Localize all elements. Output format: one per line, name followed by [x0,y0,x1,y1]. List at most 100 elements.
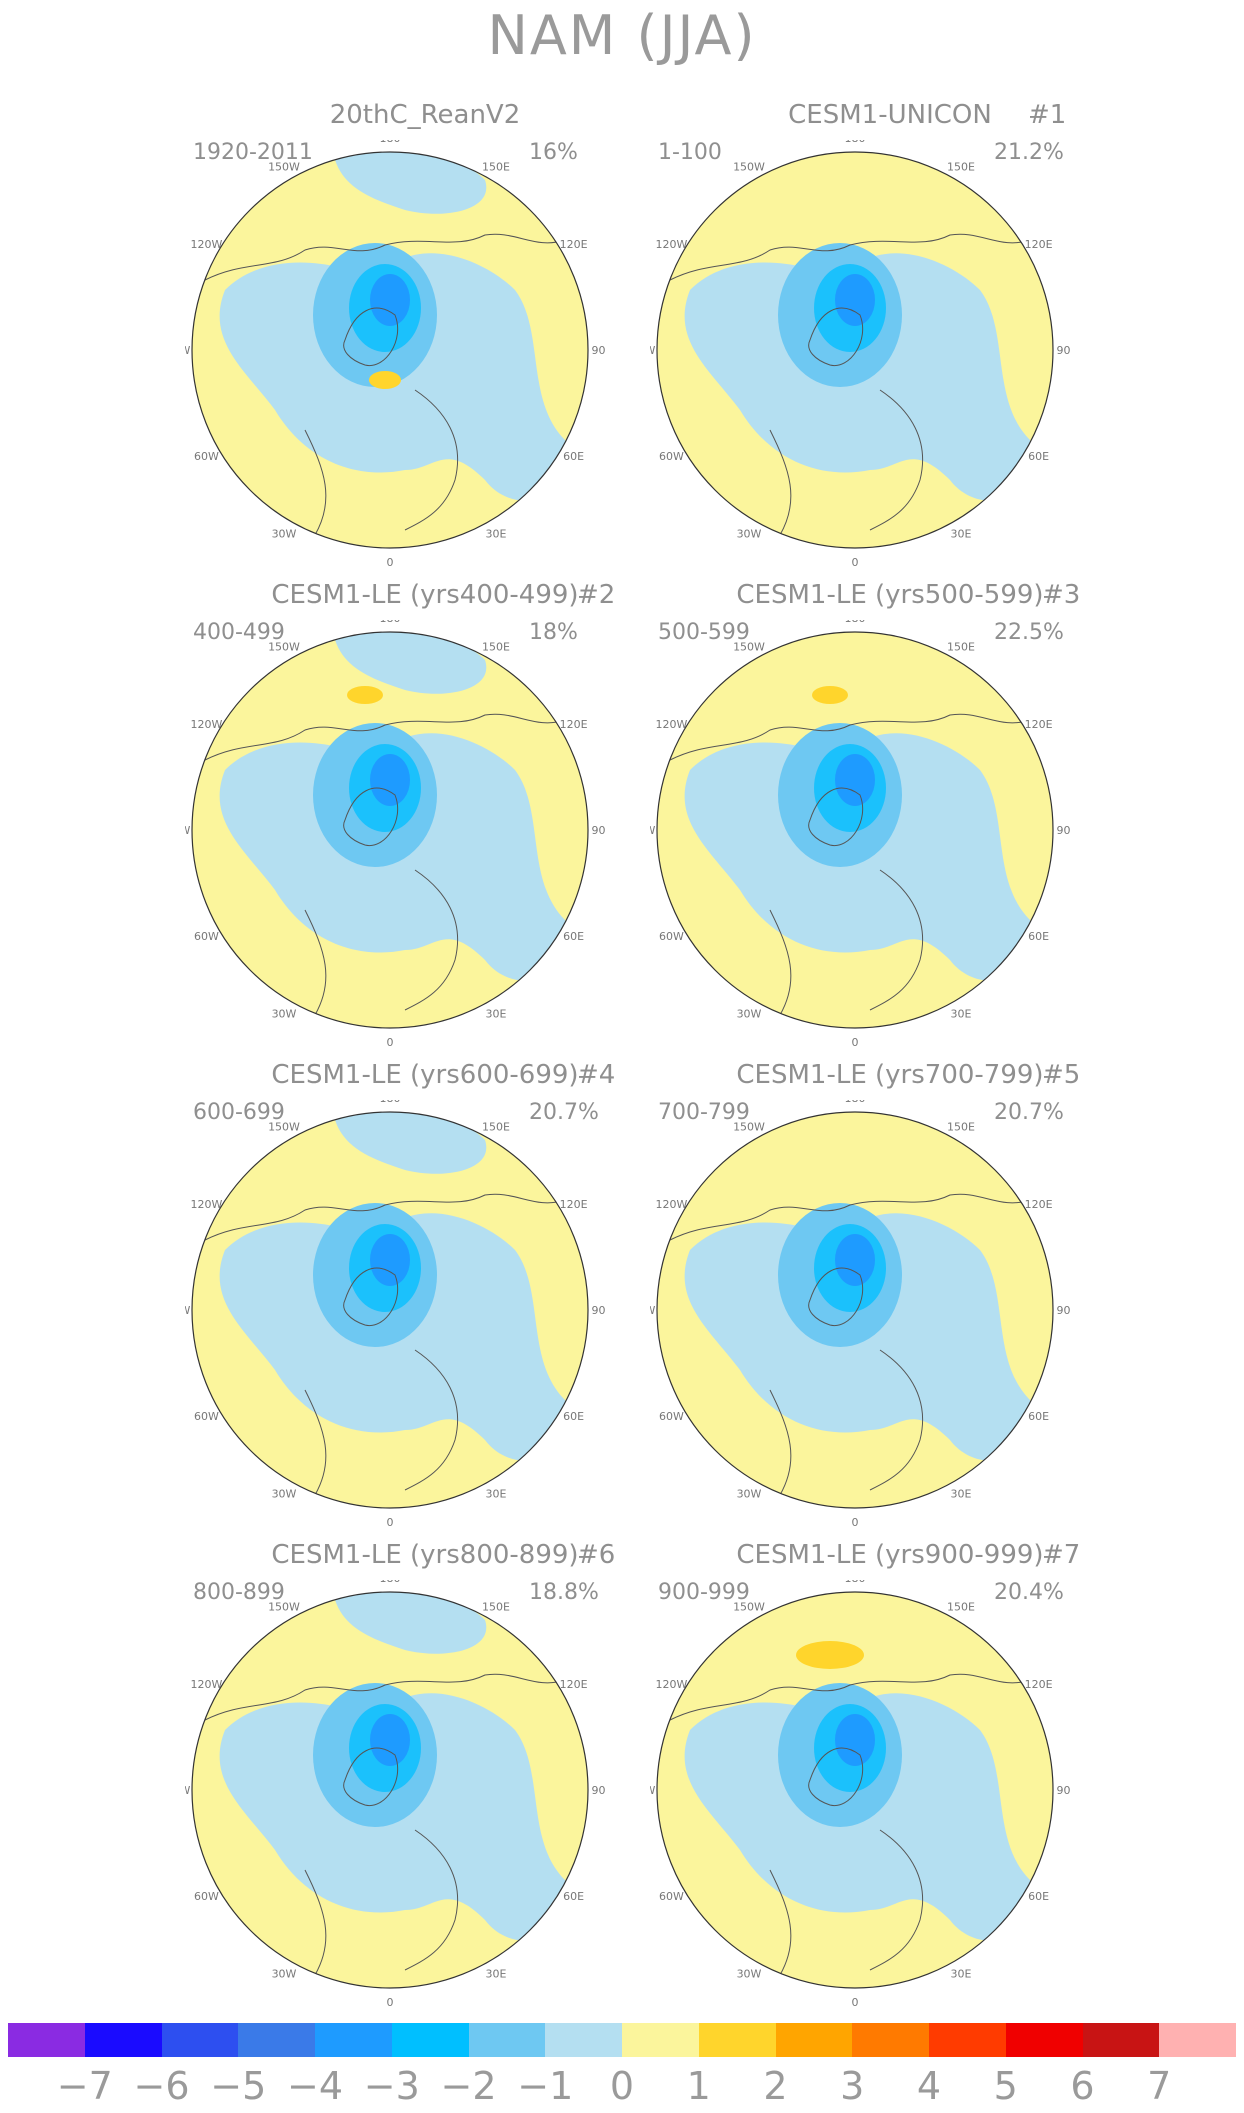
longitude-label: 150E [482,640,510,653]
longitude-label: 150W [733,1600,765,1613]
colorbar-swatch [468,2023,546,2057]
panel-number: #5 [1042,1060,1081,1090]
coastline [204,713,566,1016]
map-boundary [191,631,589,1029]
longitude-label: 60E [1028,1410,1049,1423]
longitude-label: 150E [482,160,510,173]
colorbar-label: −7 [56,2064,113,2108]
longitude-label: 180 [380,620,401,625]
contour-minus-4 [370,274,410,326]
panel-percent: 16% [529,140,578,165]
pacific-anomaly-lobe [335,632,487,694]
longitude-label: 120E [560,1678,588,1691]
panel-5: CESM1-LE (yrs600-699)#4 600-699 20.7% 180 15… [185,1060,745,1540]
colorbar-label: 4 [916,2064,942,2108]
pacific-anomaly-lobe [335,152,487,214]
longitude-label: 60W [194,1410,219,1423]
figure-title: NAM (JJA) [487,4,757,67]
longitude-label: 30E [486,1968,507,1981]
positive-anomaly-patch [812,686,848,704]
longitude-label: 30E [486,1008,507,1021]
map-boundary [191,1111,589,1509]
longitude-label: 150W [733,640,765,653]
positive-anomaly-patch [369,371,401,389]
polar-map: 180 150E 120E 90E 60E 30E 0 30W 60W 90W 120W 150W [185,1100,605,1529]
longitude-label: 150W [268,1600,300,1613]
longitude-label: 120W [655,1198,687,1211]
panel-period: 1920-2011 [193,140,313,165]
coastline [669,233,1031,536]
panel-percent: 18.8% [529,1580,599,1605]
colorbar-swatch [1082,2023,1160,2057]
colorbar-label: 6 [1070,2064,1095,2108]
longitude-label: 0 [387,1036,394,1049]
longitude-label: 0 [852,1996,859,2009]
polar-map: 180 150E 120E 90E 60E 30E 0 30W 60W 90W 120W 150W [650,1580,1070,2009]
panel-period: 400-499 [193,620,285,645]
colorbar [8,2023,1236,2059]
colorbar-label: −6 [133,2064,190,2108]
panel-period: 1-100 [658,140,722,165]
positive-anomaly-patch [347,686,383,704]
longitude-label: 30E [951,1008,972,1021]
panel-period: 900-999 [658,1580,750,1605]
panel-title: 20thC_ReanV2 [329,100,521,130]
longitude-label: 30W [737,528,762,541]
longitude-label: 150E [482,1600,510,1613]
longitude-label: 120E [1025,718,1053,731]
longitude-label: 90W [650,1304,656,1317]
colorbar-swatch [698,2023,776,2057]
pacific-anomaly-lobe [335,1592,487,1654]
coastline [204,1193,566,1496]
longitude-label: 0 [852,556,859,569]
longitude-label: 120E [1025,1198,1053,1211]
colorbar-label: −5 [210,2064,267,2108]
colorbar-label: 1 [686,2064,711,2108]
colorbar-labels: −7 −6 −5 −4 −3 −2 −1 0 1 2 3 4 5 6 7 [8,2064,1236,2108]
positive-anomaly-patch [796,1641,864,1669]
polar-map: 180 150E 120E 90E 60E 30E 0 30W 60W 90W 120W 150W [185,1580,605,2009]
longitude-label: 150W [733,1120,765,1133]
panel-8: CESM1-LE (yrs900-999)#7 900-999 20.4% 180 15… [650,1540,1210,2020]
longitude-label: 150E [482,1120,510,1133]
panel-title: CESM1-UNICON [788,100,992,130]
longitude-label: 0 [387,1996,394,2009]
longitude-label: 120W [190,718,222,731]
panel-number: #7 [1042,1540,1081,1570]
longitude-label: 120W [655,1678,687,1691]
colorbar-swatch [775,2023,853,2057]
longitude-label: 150W [268,640,300,653]
longitude-label: 30E [951,1968,972,1981]
longitude-label: 120W [190,1678,222,1691]
longitude-label: 120E [1025,1678,1053,1691]
map-boundary [656,1111,1054,1509]
longitude-label: 120W [655,238,687,251]
longitude-label: 0 [852,1036,859,1049]
colorbar-label: −1 [517,2064,574,2108]
longitude-label: 90W [185,824,191,837]
longitude-label: 30E [951,528,972,541]
colorbar-swatch [391,2023,469,2057]
longitude-label: 120W [190,238,222,251]
colorbar-swatch [84,2023,162,2057]
longitude-label: 60E [563,1410,584,1423]
contour-minus-4 [835,1714,875,1766]
longitude-label: 30W [272,528,297,541]
panel-number: #3 [1042,580,1081,610]
longitude-label: 30W [737,1488,762,1501]
panel-percent: 20.7% [529,1100,599,1125]
panel-1: 20thC_ReanV2 1920-2011 16% 180 150E 120E 90E 60… [185,100,745,580]
contour-minus-4 [835,1234,875,1286]
longitude-label: 150E [947,1120,975,1133]
longitude-label: 180 [380,140,401,145]
polar-map: 180 150E 120E 90E 60E 30E 0 30W 60W 90W 120W 150W [185,620,605,1049]
polar-map: 180 150E 120E 90E 60E 30E 0 30W 60W 90W 120W 150W [185,140,605,569]
contour-minus-4 [370,1714,410,1766]
longitude-label: 150W [268,160,300,173]
panel-period: 600-699 [193,1100,285,1125]
polar-map: 180 150E 120E 90E 60E 30E 0 30W 60W 90W 120W 150W [650,140,1070,569]
colorbar-label: −3 [363,2064,420,2108]
longitude-label: 120E [560,1198,588,1211]
longitude-label: 90E [592,1784,605,1797]
longitude-label: 90E [592,344,605,357]
